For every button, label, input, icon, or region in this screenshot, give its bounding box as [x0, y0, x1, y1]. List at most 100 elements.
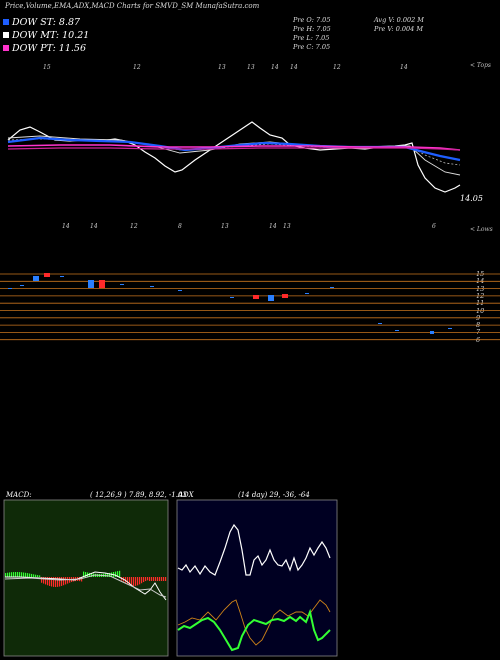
macd-histogram-bar: [13, 572, 15, 577]
macd-histogram-bar: [91, 573, 93, 577]
dow-mt-label: DOW MT: 10.21: [12, 30, 90, 41]
macd-histogram-bar: [31, 573, 33, 577]
macd-histogram-bar: [9, 572, 11, 577]
candle: [44, 273, 50, 277]
ema-white-b: [7, 138, 461, 166]
adx-background: [176, 499, 338, 657]
macd-histogram-bar: [33, 574, 35, 577]
macd-histogram-bar: [53, 577, 55, 587]
candle: [282, 294, 288, 298]
macd-histogram-bar: [117, 571, 119, 577]
mark-label: 14: [62, 223, 70, 230]
candle: [253, 295, 259, 299]
macd-label: MACD:: [6, 491, 32, 499]
adx-line: [177, 523, 331, 576]
candles: [8, 273, 452, 334]
macd-histogram-bar: [147, 577, 149, 581]
macd-histogram-bar: [35, 574, 37, 577]
candle: [150, 286, 154, 287]
mark-label: 12: [130, 223, 138, 230]
dow-mt-swatch: [3, 32, 9, 38]
avg-volume: Avg V: 0.002 M: [374, 16, 424, 24]
mark-label: 13: [218, 64, 226, 71]
candle: [178, 290, 182, 291]
dow-pt-label: DOW PT: 11.56: [12, 43, 86, 54]
macd-histogram-bar: [165, 577, 167, 581]
macd-histogram-bar: [57, 577, 59, 587]
macd-histogram-bar: [137, 577, 139, 586]
macd-histogram-bar: [55, 577, 57, 587]
macd-histogram-bar: [17, 572, 19, 577]
mark-label: 15: [43, 64, 51, 71]
macd-histogram-bar: [151, 577, 153, 581]
macd-histogram-bar: [119, 570, 121, 577]
macd-histogram-bar: [129, 577, 131, 585]
macd-histogram-bar: [159, 577, 161, 581]
macd-histogram-bar: [85, 572, 87, 577]
candle: [33, 276, 39, 281]
macd-histogram-bar: [107, 573, 109, 577]
pre-close: Pre C: 7.05: [293, 43, 331, 51]
macd-histogram-bar: [131, 577, 133, 586]
macd-histogram-bar: [65, 577, 67, 585]
macd-histogram-bar: [155, 577, 157, 581]
macd-panel: [3, 499, 169, 657]
ema-pink-2: [7, 147, 461, 151]
lows-label: < Lows: [470, 226, 493, 233]
ema-white-a: [7, 135, 461, 176]
macd-histogram-bar: [21, 572, 23, 577]
macd-histogram-bar: [67, 577, 69, 584]
dow-st-swatch: [3, 19, 9, 25]
mark-label: 13: [283, 223, 291, 230]
candle: [448, 328, 452, 329]
dow-pt-swatch: [3, 45, 9, 51]
macd-histogram-bar: [39, 575, 41, 577]
macd-histogram-bar: [89, 572, 91, 577]
mark-label: 13: [247, 64, 255, 71]
macd-histogram-bar: [59, 577, 61, 587]
dow-st-legend: DOW ST: 8.87: [3, 17, 81, 28]
last-price-label: 14.05: [460, 194, 483, 203]
macd-histogram-bar: [41, 577, 43, 583]
mark-label: 14: [269, 223, 277, 230]
ema-pink: [7, 144, 461, 151]
macd-histogram-bar: [135, 577, 137, 586]
adx-panel: [176, 499, 338, 657]
macd-histogram-bar: [5, 573, 7, 577]
candle: [120, 284, 124, 285]
macd-histogram-bar: [7, 572, 9, 577]
macd-histogram-bar: [145, 577, 147, 582]
macd-histogram-bar: [141, 577, 143, 584]
chart-title: Price,Volume,EMA,ADX,MACD Charts for SMV…: [5, 2, 260, 10]
macd-histogram-bar: [29, 573, 31, 577]
macd-histogram-bar: [163, 577, 165, 581]
pre-high: Pre H: 7.05: [293, 25, 331, 33]
tops-label: < Tops: [470, 62, 492, 69]
macd-histogram-bar: [49, 577, 51, 586]
adx-label: ADX: [178, 491, 194, 499]
macd-line: [5, 571, 167, 601]
dow-st-label: DOW ST: 8.87: [12, 17, 81, 28]
candle: [99, 280, 105, 288]
pre-open: Pre O: 7.05: [293, 16, 331, 24]
macd-histogram-bar: [83, 571, 85, 577]
dow-pt-legend: DOW PT: 11.56: [3, 43, 86, 54]
candle: [268, 295, 274, 301]
macd-histogram-bar: [61, 577, 63, 586]
candle: [330, 287, 334, 288]
dow-mt-legend: DOW MT: 10.21: [3, 30, 90, 41]
macd-histogram-bar: [43, 577, 45, 584]
candle: [395, 330, 399, 331]
candle: [60, 276, 64, 277]
candle: [378, 323, 382, 324]
candle: [305, 293, 309, 294]
macd-histogram-bar: [139, 577, 141, 585]
price-level-lines: [0, 273, 500, 341]
macd-histogram-bar: [143, 577, 145, 583]
macd-histogram: [5, 570, 167, 587]
macd-histogram-bar: [37, 575, 39, 577]
mark-label: 14: [271, 64, 279, 71]
mark-label: 12: [133, 64, 141, 71]
mark-label: 8: [178, 223, 182, 230]
